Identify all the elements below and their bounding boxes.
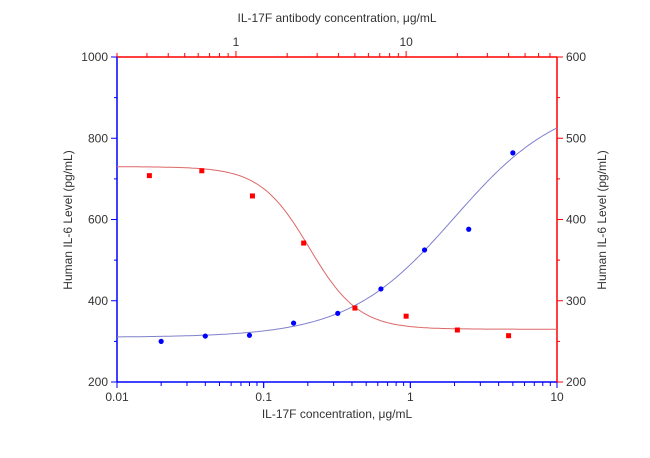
y-tick-label: 200 [88, 375, 108, 389]
blue-data-point [466, 226, 472, 232]
y2-tick-label: 600 [566, 50, 586, 64]
y-axis-label: Human IL-6 Level (pg/mL) [61, 150, 75, 289]
blue-data-point [510, 150, 516, 156]
x-tick-label: 0.1 [255, 390, 272, 404]
red-data-point [249, 193, 255, 199]
y2-axis-label: Human IL-6 Level (pg/mL) [595, 150, 609, 289]
blue-data-point [378, 286, 384, 292]
red-data-point [506, 333, 512, 339]
blue-data-point [246, 332, 253, 338]
blue-data-point [202, 333, 208, 339]
x-tick-label: 10 [550, 390, 564, 404]
x2-tick-label: 10 [399, 35, 413, 49]
red-fit-curve [117, 166, 557, 330]
red-data-point [146, 173, 152, 179]
y-tick-label: 600 [88, 213, 108, 227]
x2-axis-label: IL-17F antibody concentration, μg/mL [237, 11, 436, 25]
x-tick-label: 0.01 [105, 390, 129, 404]
red-data-point [403, 313, 409, 319]
x-axis-label: IL-17F concentration, μg/mL [262, 407, 413, 421]
blue-data-point [421, 247, 428, 253]
y2-tick-label: 500 [566, 131, 586, 145]
y-tick-label: 800 [88, 131, 108, 145]
red-data-point [454, 327, 460, 333]
y2-tick-label: 300 [566, 294, 586, 308]
blue-data-point [158, 338, 164, 344]
blue-data-point [335, 310, 341, 316]
red-data-point [199, 168, 205, 174]
y-tick-label: 1000 [81, 50, 108, 64]
red-data-point [301, 240, 307, 246]
blue-data-point [291, 320, 297, 326]
blue-fit-curve [117, 127, 558, 338]
red-data-point [352, 305, 358, 311]
y2-tick-label: 400 [566, 213, 586, 227]
x-tick-label: 1 [407, 390, 414, 404]
y-tick-label: 400 [88, 294, 108, 308]
x2-tick-label: 1 [233, 35, 240, 49]
y2-tick-label: 200 [566, 375, 586, 389]
